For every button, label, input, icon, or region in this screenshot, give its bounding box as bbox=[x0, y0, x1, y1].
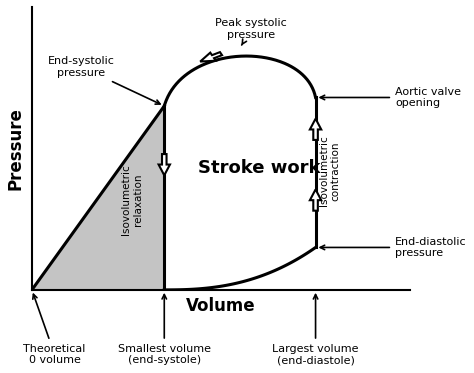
Y-axis label: Pressure: Pressure bbox=[7, 107, 25, 190]
FancyArrow shape bbox=[200, 52, 222, 62]
Text: End-systolic
pressure: End-systolic pressure bbox=[47, 56, 160, 104]
Polygon shape bbox=[32, 106, 164, 290]
Text: End-diastolic
pressure: End-diastolic pressure bbox=[320, 236, 466, 258]
Text: Theoretical
0 volume: Theoretical 0 volume bbox=[23, 294, 86, 365]
Text: Isovolumetric
relaxation: Isovolumetric relaxation bbox=[121, 164, 143, 235]
Polygon shape bbox=[164, 56, 316, 290]
Text: Aortic valve
opening: Aortic valve opening bbox=[320, 87, 461, 108]
Text: Smallest volume
(end-systole): Smallest volume (end-systole) bbox=[118, 295, 211, 365]
Text: Stroke work: Stroke work bbox=[198, 159, 320, 177]
Text: Largest volume
(end-diastole): Largest volume (end-diastole) bbox=[273, 295, 359, 365]
FancyArrow shape bbox=[310, 119, 321, 140]
FancyArrow shape bbox=[159, 154, 170, 175]
FancyArrow shape bbox=[310, 189, 321, 211]
Text: Peak systolic
pressure: Peak systolic pressure bbox=[215, 18, 287, 45]
X-axis label: Volume: Volume bbox=[186, 297, 256, 315]
Text: Isovolumetric
contraction: Isovolumetric contraction bbox=[319, 136, 341, 206]
